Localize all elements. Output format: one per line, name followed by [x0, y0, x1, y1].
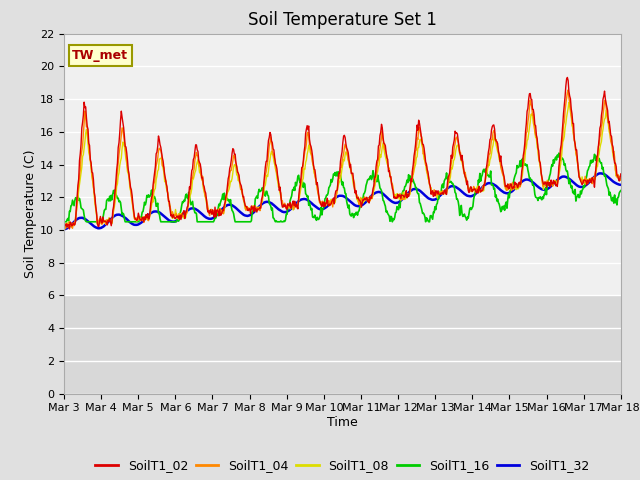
- Text: TW_met: TW_met: [72, 49, 129, 62]
- Title: Soil Temperature Set 1: Soil Temperature Set 1: [248, 11, 437, 29]
- Legend: SoilT1_02, SoilT1_04, SoilT1_08, SoilT1_16, SoilT1_32: SoilT1_02, SoilT1_04, SoilT1_08, SoilT1_…: [90, 455, 595, 477]
- Bar: [64, 295, 621, 394]
- Y-axis label: Soil Temperature (C): Soil Temperature (C): [24, 149, 37, 278]
- X-axis label: Time: Time: [327, 416, 358, 429]
